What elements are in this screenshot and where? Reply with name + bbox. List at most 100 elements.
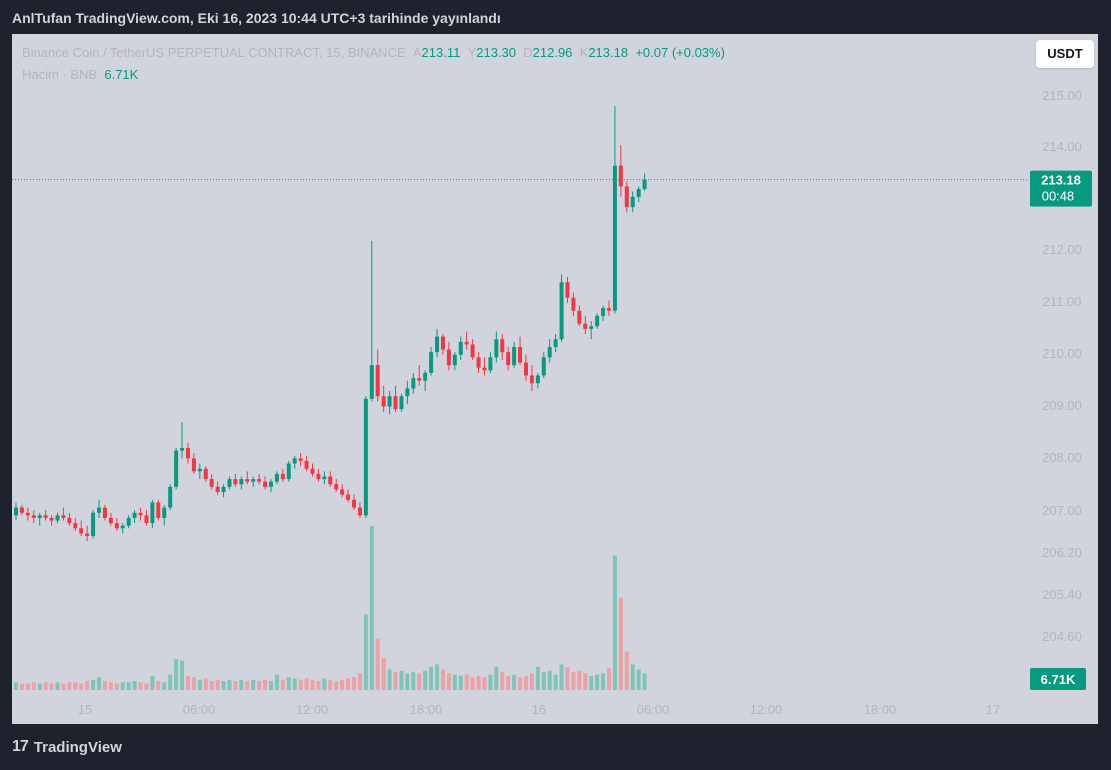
candle-body	[168, 486, 173, 508]
volume-bar	[601, 673, 606, 690]
candle-body	[209, 479, 214, 487]
volume-bar	[19, 683, 24, 690]
currency-button[interactable]: USDT	[1036, 40, 1094, 68]
candle-body	[25, 512, 30, 516]
volume-bar	[328, 679, 333, 690]
low-label: D	[523, 45, 533, 60]
volume-bar	[73, 682, 78, 690]
high-value: 213.30	[476, 45, 517, 60]
volume-bar	[298, 679, 303, 690]
volume-bar	[340, 679, 345, 690]
volume-bar	[174, 659, 179, 690]
volume-bar	[108, 682, 113, 690]
candle-body	[375, 365, 380, 397]
candle-body	[85, 533, 90, 537]
volume-bar	[612, 555, 617, 690]
candle-body	[346, 494, 351, 500]
x-tick-label: 06:00	[637, 702, 670, 717]
candle-body	[512, 346, 517, 366]
y-tick-label: 206.20	[1042, 545, 1082, 560]
volume-bar	[571, 672, 576, 690]
volume-bar	[120, 682, 125, 690]
x-tick-label: 06:00	[183, 702, 216, 717]
volume-bar	[440, 669, 445, 690]
candlestick-chart[interactable]: 215.00214.00213.00212.00211.00210.00209.…	[12, 34, 1098, 724]
candle-body	[612, 165, 617, 311]
volume-bar	[274, 674, 279, 690]
tradingview-brand: TradingView	[33, 738, 122, 756]
volume-bar	[55, 682, 60, 690]
volume-bar	[102, 681, 107, 690]
candle-body	[595, 315, 600, 327]
volume-bar	[387, 669, 392, 690]
volume-bar	[399, 670, 404, 690]
candle-body	[529, 375, 534, 384]
volume-bar	[310, 679, 315, 690]
volume-bar	[363, 614, 368, 690]
candle-body	[67, 517, 72, 524]
candle-body	[43, 515, 48, 518]
candle-body	[215, 486, 220, 493]
candle-body	[411, 378, 416, 389]
candle-body	[446, 349, 451, 366]
chart-pane[interactable]: 215.00214.00213.00212.00211.00210.00209.…	[12, 34, 1098, 724]
volume-bar	[452, 674, 457, 690]
volume-bar	[642, 673, 647, 690]
candle-body	[31, 515, 36, 518]
volume-bar	[180, 660, 185, 690]
volume-bar	[494, 666, 499, 690]
volume-bar	[37, 683, 42, 690]
candle-body	[565, 282, 570, 298]
volume-bar	[132, 681, 137, 690]
candle-body	[150, 502, 155, 524]
candle-body	[541, 357, 546, 376]
tradingview-logo[interactable]: 17 TradingView	[12, 738, 122, 756]
candle-body	[14, 507, 18, 516]
y-tick-label: 209.00	[1042, 398, 1082, 413]
x-tick-label: 18:00	[410, 702, 443, 717]
candle-body	[618, 165, 623, 187]
candle-body	[334, 484, 339, 490]
candle-body	[601, 308, 606, 316]
candle-body	[352, 499, 357, 508]
volume-bar	[61, 683, 66, 690]
candle-body	[381, 396, 386, 407]
candle-body	[251, 479, 256, 482]
volume-bar	[168, 674, 173, 690]
volume-bar	[257, 681, 262, 690]
volume-bar	[304, 678, 309, 690]
y-tick-label: 205.40	[1042, 587, 1082, 602]
candle-body	[340, 489, 345, 495]
volume-bar	[577, 670, 582, 690]
candle-body	[458, 341, 463, 355]
candle-body	[274, 473, 279, 482]
volume-bar	[209, 681, 214, 690]
volume-bar	[429, 666, 434, 690]
candle-body	[488, 357, 493, 371]
volume-bar	[369, 526, 374, 690]
volume-bar	[506, 675, 511, 690]
volume-bar	[417, 673, 422, 690]
symbol-title: Binance Coin / TetherUS PERPETUAL CONTRA…	[22, 45, 406, 60]
y-tick-label: 207.00	[1042, 503, 1082, 518]
candle-body	[191, 458, 196, 472]
candle-body	[630, 196, 635, 208]
volume-bar	[352, 677, 357, 690]
candle-body	[144, 515, 149, 524]
volume-bar	[268, 681, 273, 690]
volume-bar	[156, 681, 161, 690]
volume-bar	[435, 664, 440, 690]
volume-bar	[85, 681, 90, 690]
candle-body	[120, 525, 125, 529]
volume-value: 6.71K	[104, 67, 139, 82]
volume-bar	[500, 672, 505, 690]
candle-body	[494, 339, 499, 358]
volume-bar	[322, 678, 327, 690]
candle-body	[417, 378, 422, 381]
x-tick-label: 16	[532, 702, 546, 717]
candle-body	[559, 282, 564, 340]
candle-body	[369, 365, 374, 399]
y-tick-label: 214.00	[1042, 139, 1082, 154]
volume-label: Hacim · BNB	[22, 67, 98, 82]
close-value: 213.18	[588, 45, 629, 60]
